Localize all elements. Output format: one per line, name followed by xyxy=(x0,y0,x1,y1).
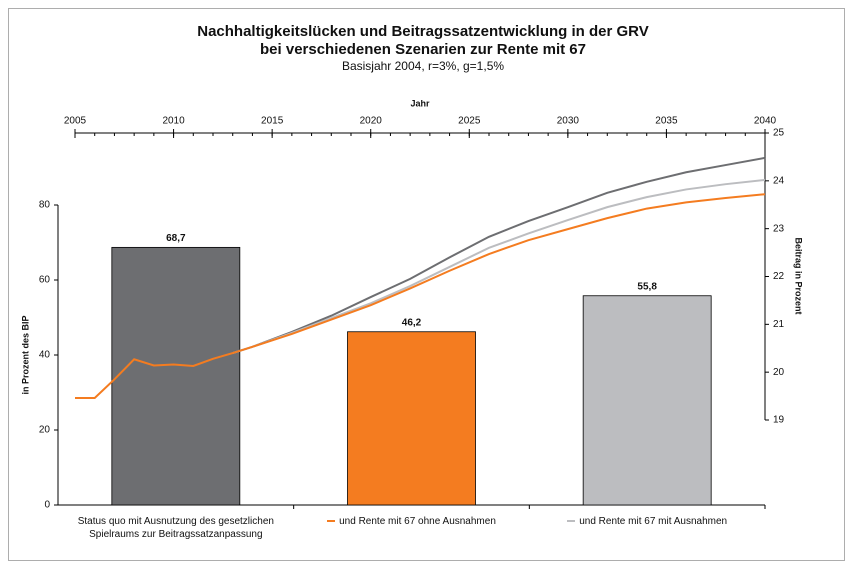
bar-value-label: 55,8 xyxy=(637,281,657,292)
y2-tick-label: 23 xyxy=(773,223,785,234)
x-tick-label: und Rente mit 67 ohne Ausnahmen xyxy=(302,515,522,528)
y-axis-label: in Prozent des BIP xyxy=(20,315,30,394)
y2-tick-label: 24 xyxy=(773,175,785,186)
bar xyxy=(347,331,476,506)
x-axis-label: Jahr xyxy=(410,98,430,108)
x-tick-label: 2040 xyxy=(754,116,777,127)
y2-axis-label: Beitrag in Prozent xyxy=(794,237,804,314)
y2-tick-label: 25 xyxy=(773,128,785,139)
bar-value-label: 68,7 xyxy=(166,233,186,244)
y-tick-label: 60 xyxy=(39,275,51,286)
x-tick-label: Status quo mit Ausnutzung des gesetzlich… xyxy=(76,515,276,541)
y-tick-label: 0 xyxy=(44,500,50,511)
marker xyxy=(567,520,576,523)
y2-tick-label: 21 xyxy=(773,319,785,330)
chart-subtitle: Basisjahr 2004, r=3%, g=1,5% xyxy=(342,59,504,73)
x-tick-label: 2035 xyxy=(655,116,678,127)
marker xyxy=(327,520,336,523)
bar xyxy=(111,246,241,506)
line-series xyxy=(232,178,766,354)
bar xyxy=(582,295,712,506)
bar-value-label: 46,2 xyxy=(402,317,422,328)
category: Status quo mit Ausnutzung des gesetzlich… xyxy=(77,516,274,540)
x-tick-label: und Rente mit 67 mit Ausnahmen xyxy=(537,515,757,528)
x-tick-label: 2010 xyxy=(162,116,185,127)
line-series xyxy=(232,156,766,354)
y2-tick-label: 19 xyxy=(773,415,785,426)
x-tick-label: 2020 xyxy=(360,116,383,127)
chart-title: bei verschiedenen Szenarien zur Rente mi… xyxy=(260,41,586,58)
x-tick-label: 2015 xyxy=(261,116,284,127)
category: und Rente mit 67 ohne Ausnahmen xyxy=(339,516,496,527)
y-tick-label: 80 xyxy=(39,200,51,211)
frame xyxy=(8,8,845,561)
y2-tick-label: 22 xyxy=(773,271,785,282)
chart-title: Nachhaltigkeitslücken und Beitragssatzen… xyxy=(197,23,649,40)
x-tick-label: 2030 xyxy=(557,116,580,127)
y-tick-label: 20 xyxy=(39,425,51,436)
y2-tick-label: 20 xyxy=(773,367,785,378)
x-tick-label: 2025 xyxy=(458,116,481,127)
y-tick-label: 40 xyxy=(39,350,51,361)
category: und Rente mit 67 mit Ausnahmen xyxy=(579,516,728,527)
line-series xyxy=(75,193,766,399)
x-tick-label: 2005 xyxy=(64,116,87,127)
